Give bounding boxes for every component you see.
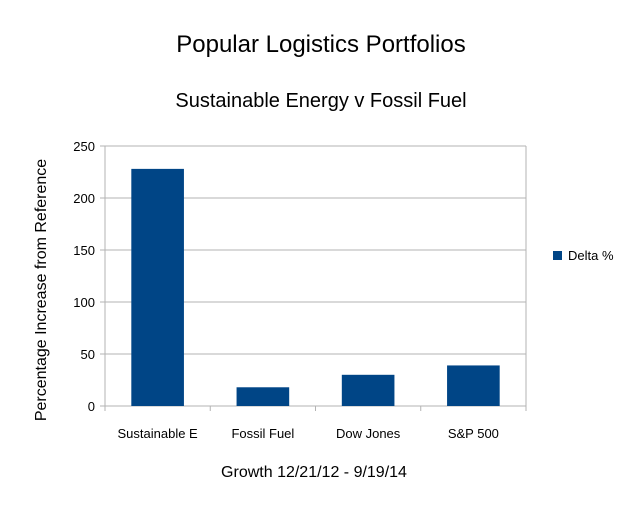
y-tick-label: 200 [73,191,95,206]
y-tick-label: 100 [73,295,95,310]
y-tick-label: 150 [73,243,95,258]
chart-subtitle: Sustainable Energy v Fossil Fuel [175,90,466,112]
x-tick-label: S&P 500 [448,426,499,441]
legend: Delta % [553,248,614,263]
bar [236,387,290,406]
y-tick-label: 250 [73,139,95,154]
chart-title: Popular Logistics Portfolios [176,31,465,58]
bars [131,168,500,406]
x-tick-labels: Sustainable E Fossil Fuel Dow Jones S&P 500 [118,426,499,441]
x-tick-label: Dow Jones [336,426,401,441]
y-tick-label: 0 [88,399,95,414]
legend-swatch [553,251,562,260]
y-axis-title: Percentage Increase from Reference [33,159,50,421]
x-tick-label: Sustainable E [118,426,199,441]
bar [447,365,500,406]
y-tick-label: 50 [81,347,95,362]
bar [341,374,395,406]
bar [131,168,184,406]
x-tick-label: Fossil Fuel [231,426,294,441]
legend-label: Delta % [568,248,614,263]
y-tick-labels: 0 50 100 150 200 250 [73,139,95,414]
x-axis-title: Growth 12/21/12 - 9/19/14 [221,464,407,481]
